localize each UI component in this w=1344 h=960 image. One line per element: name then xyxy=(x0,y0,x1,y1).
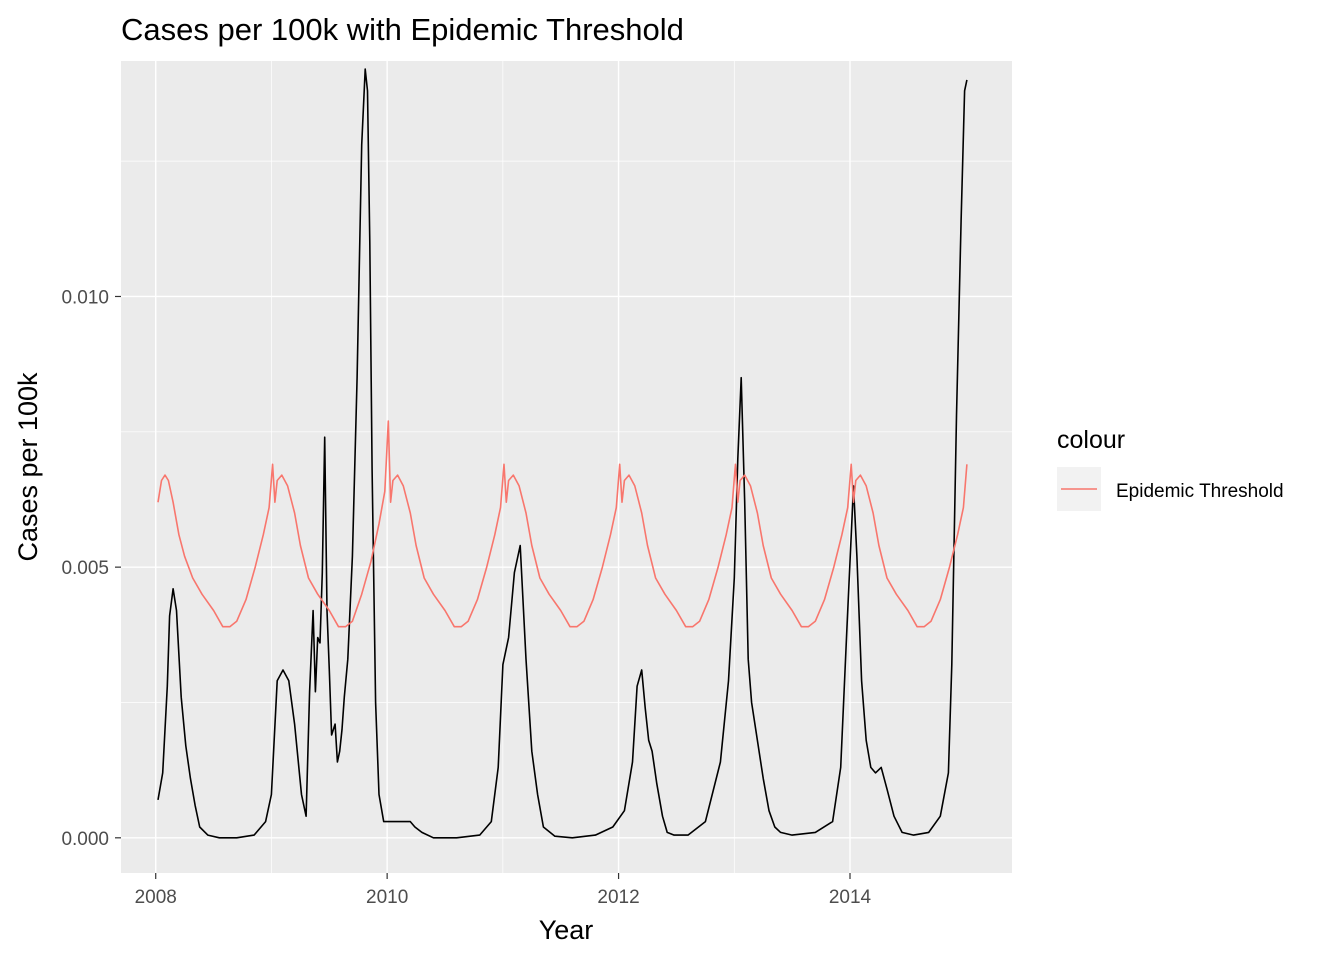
legend-title: colour xyxy=(1057,426,1125,454)
y-axis-title: Cases per 100k xyxy=(13,372,43,562)
x-tick-label: 2014 xyxy=(829,887,872,908)
y-tick-label: 0.005 xyxy=(61,558,109,579)
chart-title: Cases per 100k with Epidemic Threshold xyxy=(121,12,684,47)
x-axis-title: Year xyxy=(539,915,594,945)
cases-line xyxy=(157,68,968,839)
legend-label: Epidemic Threshold xyxy=(1116,481,1284,502)
axis-ticks: 2008 2010 2012 2014 0.000 0.005 0.010 xyxy=(61,287,871,908)
legend: colour Epidemic Threshold xyxy=(1057,426,1284,511)
x-tick-label: 2012 xyxy=(597,887,639,908)
series-layer xyxy=(157,68,968,839)
y-tick-label: 0.000 xyxy=(61,829,109,850)
y-tick-label: 0.010 xyxy=(61,287,109,308)
major-gridlines xyxy=(121,61,1012,873)
x-tick-label: 2008 xyxy=(135,887,177,908)
epidemic-threshold-line xyxy=(157,420,968,628)
minor-gridlines xyxy=(121,61,1012,873)
plot-panel xyxy=(121,61,1012,873)
x-tick-label: 2010 xyxy=(366,887,408,908)
